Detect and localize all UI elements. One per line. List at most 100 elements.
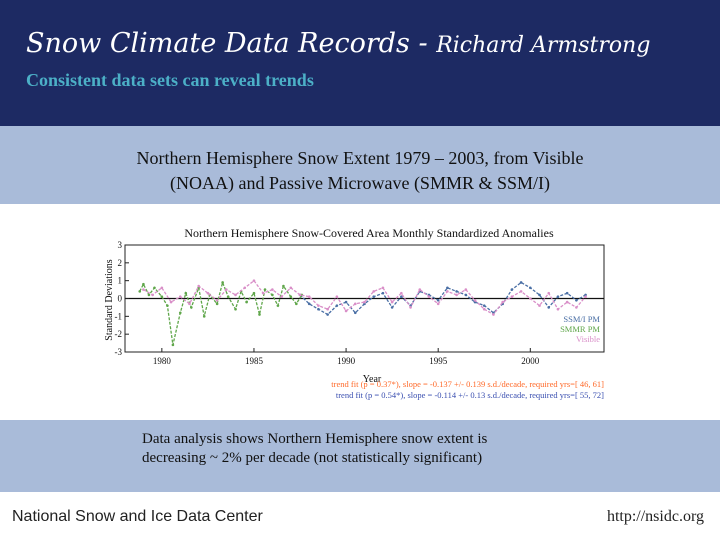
data-point [565, 291, 569, 295]
chart-axes: -3 -2 -1 0 1 2 3 1980 1985 1990 1995 2000 [115, 240, 605, 366]
slide-title-text: Snow Climate Data Records - [26, 28, 428, 59]
footer-url[interactable]: http://nsidc.org [606, 508, 704, 525]
description-line-2: (NOAA) and Passive Microwave (SMMR & SSM… [170, 173, 550, 193]
data-point [234, 293, 237, 297]
data-point [138, 290, 142, 293]
data-point [142, 282, 145, 286]
data-point [298, 293, 302, 297]
data-point [363, 300, 366, 304]
data-point [215, 302, 219, 306]
data-point [464, 288, 468, 291]
data-point [326, 313, 329, 316]
data-point [556, 307, 560, 311]
data-point [263, 288, 267, 291]
x-tick-label: 1990 [337, 356, 356, 366]
slide-subtitle: Consistent data sets can reveal trends [26, 70, 314, 90]
series-line-2 [139, 280, 303, 346]
data-point [510, 295, 514, 299]
data-point [519, 281, 523, 284]
data-point [215, 298, 219, 302]
data-point [464, 293, 468, 297]
legend-entry-1: SSM/I PM [563, 314, 600, 324]
data-point [538, 304, 541, 307]
y-tick-label: -2 [115, 329, 123, 339]
data-point [519, 290, 523, 293]
data-point [427, 295, 431, 299]
y-tick-label: 3 [118, 240, 123, 250]
trend-annotation-1: trend fit (p = 0.37*), slope = -0.137 +/… [331, 379, 604, 389]
data-point [184, 291, 188, 295]
legend-entry-2: SMMR PM [560, 324, 600, 334]
data-point [538, 293, 541, 297]
chart-area: Northern Hemisphere Snow-Covered Area Mo… [0, 204, 720, 420]
data-point [202, 315, 206, 318]
data-point [271, 288, 274, 291]
data-point [529, 286, 532, 290]
snow-anomaly-chart: Northern Hemisphere Snow-Covered Area Mo… [104, 226, 605, 400]
data-point [280, 295, 283, 299]
data-point [372, 290, 376, 293]
slide-author: Richard Armstrong [436, 33, 651, 58]
data-point [307, 295, 311, 299]
footer [0, 492, 720, 540]
data-point [575, 298, 578, 302]
data-point [344, 300, 348, 304]
series-line-3 [143, 279, 587, 316]
y-tick-label: -3 [115, 347, 123, 357]
data-point [501, 300, 504, 304]
data-point [436, 302, 440, 306]
data-point [147, 293, 151, 297]
data-point [455, 293, 458, 297]
y-tick-label: 2 [118, 258, 123, 268]
data-point [381, 291, 385, 295]
data-point [446, 290, 449, 293]
data-point [160, 295, 164, 299]
data-point [317, 307, 320, 311]
y-tick-label: -1 [115, 311, 123, 321]
chart-xlabel: Year [363, 374, 382, 385]
data-point [344, 309, 348, 313]
data-point [190, 306, 193, 309]
data-point [166, 304, 169, 307]
data-point [565, 300, 569, 304]
data-point [353, 311, 357, 315]
data-point [436, 298, 440, 302]
data-point [295, 302, 298, 306]
data-point [169, 300, 173, 304]
data-point [160, 286, 164, 290]
description-line-1: Northern Hemisphere Snow Extent 1979 – 2… [136, 148, 584, 168]
data-point [482, 304, 486, 307]
data-point [400, 291, 403, 295]
description-text: Northern Hemisphere Snow Extent 1979 – 2… [40, 146, 680, 196]
trend-annotation-2: trend fit (p = 0.54*), slope = -0.114 +/… [336, 390, 604, 400]
data-point [473, 298, 477, 302]
series-line-1 [299, 281, 586, 316]
data-point [243, 286, 247, 290]
slide-header [0, 0, 720, 126]
data-point [317, 304, 320, 307]
data-point [151, 293, 154, 297]
data-point [372, 295, 376, 299]
data-point [353, 302, 357, 306]
data-point [455, 290, 458, 293]
slide-title: Snow Climate Data Records - Richard Arms… [26, 28, 650, 59]
data-point [271, 293, 274, 297]
data-point [171, 343, 175, 347]
footer-org-name: National Snow and Ice Data Center [12, 508, 263, 525]
legend-entry-3: Visible [576, 334, 600, 344]
data-point [409, 306, 412, 309]
x-tick-label: 2000 [521, 356, 540, 366]
data-point [307, 302, 311, 306]
data-point [289, 295, 293, 299]
data-point [492, 313, 495, 316]
chart-title: Northern Hemisphere Snow-Covered Area Mo… [184, 226, 554, 240]
data-point [282, 284, 285, 288]
caption-text: Data analysis shows Northern Hemisphere … [142, 430, 682, 468]
data-point [252, 291, 256, 295]
data-point [234, 307, 237, 311]
chart-series [138, 279, 587, 347]
chart-ylabel: Standard Deviations [104, 259, 115, 340]
data-point [289, 286, 293, 290]
data-point [276, 304, 280, 307]
data-point [510, 288, 514, 291]
